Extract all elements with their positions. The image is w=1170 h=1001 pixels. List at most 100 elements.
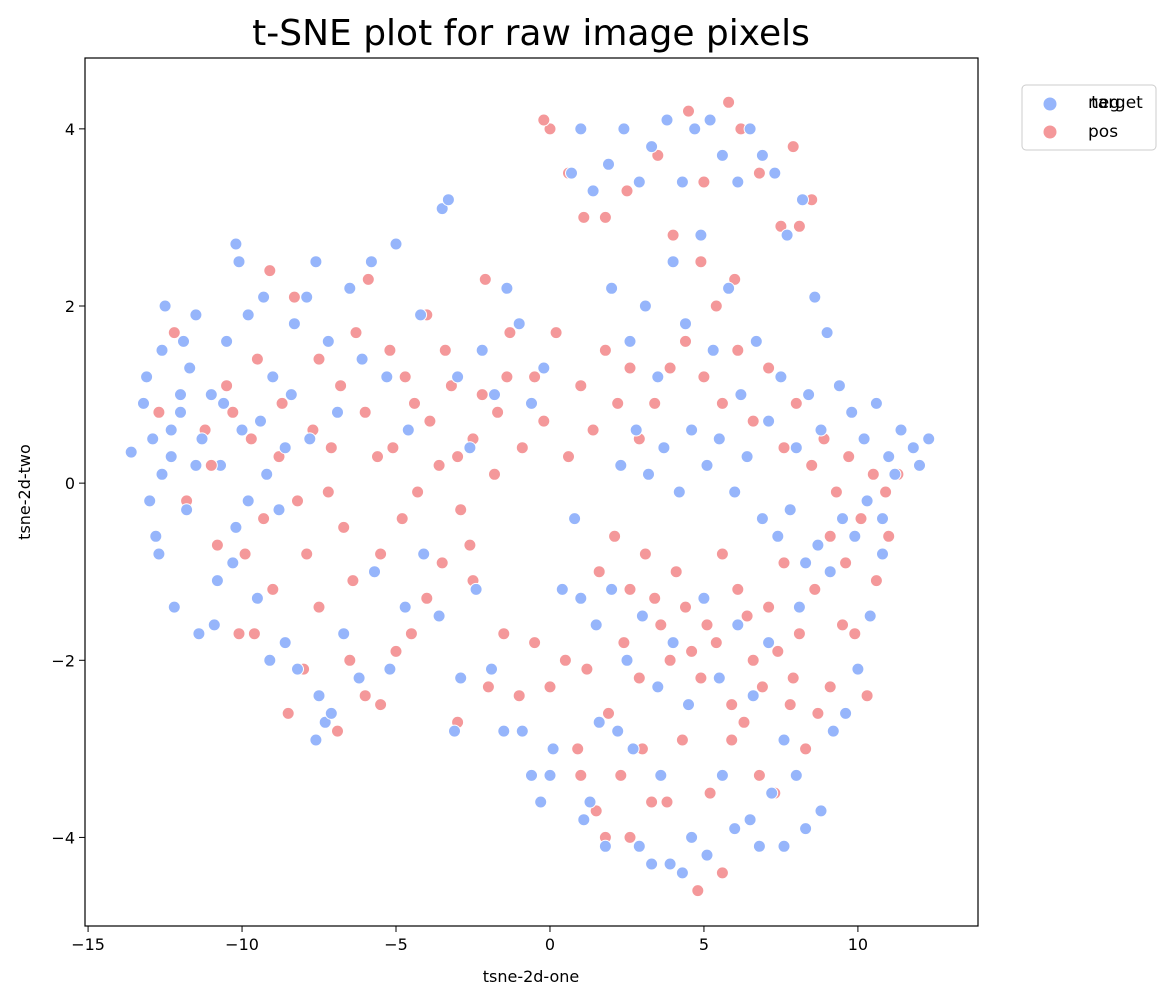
data-point-pos: [679, 334, 692, 348]
data-point-neg: [241, 494, 255, 508]
data-point-pos: [648, 396, 662, 410]
data-point-neg: [712, 432, 726, 446]
data-point-neg: [638, 299, 652, 313]
data-point-neg: [235, 423, 249, 437]
data-point-neg: [743, 813, 757, 827]
data-point-pos: [263, 264, 277, 278]
data-point-neg: [164, 450, 178, 464]
data-point-pos: [839, 556, 853, 570]
data-point-pos: [808, 582, 822, 596]
data-point-neg: [832, 379, 846, 393]
data-point-neg: [146, 432, 160, 446]
data-point-neg: [617, 122, 631, 136]
data-point-neg: [124, 445, 138, 459]
y-tick-label: −4: [51, 828, 75, 847]
data-point-pos: [152, 405, 166, 419]
data-point-pos: [598, 343, 612, 357]
data-point-neg: [451, 370, 465, 384]
data-point-pos: [574, 379, 588, 393]
data-point-neg: [300, 290, 314, 304]
data-point-neg: [715, 768, 729, 782]
data-point-pos: [611, 396, 625, 410]
data-point-neg: [343, 281, 357, 295]
data-point-pos: [617, 636, 631, 650]
data-point-neg: [337, 627, 351, 641]
data-point-neg: [722, 281, 736, 295]
data-point-neg: [364, 255, 378, 269]
data-point-neg: [700, 458, 714, 472]
data-point-neg: [820, 326, 834, 340]
data-point-neg: [632, 839, 646, 853]
data-point-neg: [525, 768, 538, 782]
data-point-pos: [737, 715, 751, 729]
data-point-neg: [922, 432, 936, 446]
data-point-pos: [371, 450, 384, 464]
data-point-pos: [444, 379, 458, 393]
data-point-neg: [715, 148, 729, 162]
data-point-neg: [672, 485, 686, 499]
data-point-pos: [589, 804, 603, 818]
data-point-neg: [546, 742, 560, 756]
data-point-neg: [324, 706, 338, 720]
data-point-pos: [679, 600, 692, 614]
data-point-neg: [682, 698, 695, 712]
data-point-pos: [488, 467, 501, 481]
data-point-pos: [408, 396, 421, 410]
data-point-neg: [894, 423, 908, 437]
data-point-neg: [155, 343, 169, 357]
data-point-pos: [805, 458, 819, 472]
data-point-neg: [488, 388, 501, 402]
data-point-neg: [417, 547, 431, 561]
data-point-neg: [755, 148, 769, 162]
data-point-neg: [318, 715, 332, 729]
data-point-neg: [525, 396, 538, 410]
data-point-neg: [789, 768, 803, 782]
data-point-pos: [515, 441, 529, 455]
data-point-neg: [260, 467, 274, 481]
data-point-pos: [648, 591, 662, 605]
data-point-neg: [380, 370, 394, 384]
data-point-neg: [352, 671, 366, 685]
data-point-neg: [789, 441, 803, 455]
data-point-neg: [642, 467, 655, 481]
data-point-neg: [278, 636, 292, 650]
data-point-pos: [386, 441, 400, 455]
data-point-neg: [663, 857, 677, 871]
data-point-pos: [497, 627, 511, 641]
data-point-pos: [777, 556, 791, 570]
x-tick-label: 5: [699, 935, 709, 954]
data-point-neg: [475, 343, 489, 357]
data-point-neg: [229, 520, 243, 534]
data-point-pos: [715, 547, 729, 561]
data-point-neg: [888, 467, 902, 481]
legend-marker-neg: [1042, 96, 1058, 112]
data-point-neg: [432, 609, 446, 623]
data-point-pos: [543, 680, 557, 694]
data-point-neg: [657, 441, 671, 455]
data-point-pos: [669, 565, 683, 579]
data-point-neg: [839, 706, 853, 720]
data-point-neg: [746, 689, 760, 703]
data-point-pos: [275, 396, 289, 410]
data-point-neg: [207, 618, 221, 632]
data-point-neg: [278, 441, 292, 455]
data-point-neg: [623, 334, 637, 348]
data-point-neg: [765, 786, 779, 800]
data-point-pos: [771, 644, 785, 658]
data-point-pos: [842, 450, 856, 464]
data-point-neg: [321, 334, 335, 348]
data-point-neg: [537, 361, 551, 375]
data-point-neg: [577, 813, 591, 827]
data-point-neg: [645, 140, 659, 154]
data-point-pos: [598, 210, 612, 224]
chart-title: t-SNE plot for raw image pixels: [252, 13, 810, 54]
data-point-neg: [565, 166, 578, 180]
data-point-pos: [602, 706, 615, 720]
data-point-pos: [300, 547, 314, 561]
data-point-pos: [697, 370, 711, 384]
data-point-pos: [349, 326, 363, 340]
y-tick-label: 0: [65, 474, 75, 493]
data-point-neg: [602, 157, 615, 171]
data-point-pos: [312, 352, 326, 366]
data-point-pos: [232, 627, 246, 641]
